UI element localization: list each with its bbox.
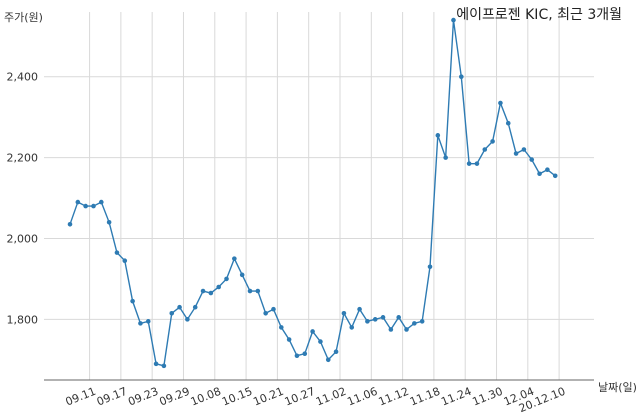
price-point <box>451 17 456 23</box>
price-point <box>498 100 503 106</box>
price-point <box>232 256 237 261</box>
price-point <box>365 319 370 324</box>
x-tick-label: 11.18 <box>408 385 442 409</box>
grid-layer <box>44 12 594 380</box>
price-point <box>114 250 120 255</box>
price-point <box>552 173 558 179</box>
price-point <box>153 361 159 367</box>
x-tick-label: 11.06 <box>345 385 379 409</box>
price-point <box>279 325 284 330</box>
y-tick-label: 2,400 <box>7 71 39 84</box>
price-point <box>302 351 308 357</box>
x-tick-label: 09.29 <box>158 385 192 409</box>
series-layer <box>67 17 558 369</box>
price-point <box>224 276 229 282</box>
y-tick-label: 2,200 <box>7 152 39 165</box>
price-point <box>380 315 386 320</box>
x-axis-title: 날짜(일) <box>598 380 637 394</box>
price-point <box>443 155 448 160</box>
x-tick-label: 10.27 <box>283 385 317 409</box>
price-point <box>412 321 417 326</box>
price-point <box>263 310 268 316</box>
price-point <box>271 306 276 312</box>
x-tick-label: 11.30 <box>471 385 505 409</box>
price-point <box>545 167 550 173</box>
price-point <box>255 288 261 294</box>
price-point <box>216 284 221 290</box>
price-point <box>310 329 315 334</box>
price-point <box>474 161 480 166</box>
price-point <box>67 222 73 227</box>
x-tick-label: 09.23 <box>126 385 160 409</box>
price-point <box>513 151 519 156</box>
y-tick-label: 2,000 <box>7 232 39 245</box>
label-layer: 에이프로젠 KIC, 최근 3개월 주가(원) 날짜(일) 1,800 2,000… <box>4 7 637 415</box>
price-point <box>435 133 441 138</box>
price-point <box>169 310 175 316</box>
price-point <box>537 171 542 177</box>
price-point <box>521 147 527 152</box>
price-point <box>161 363 167 369</box>
price-point <box>145 319 151 324</box>
price-point <box>192 304 198 310</box>
y-tick-label: 1,800 <box>7 313 39 326</box>
x-tick-label: 11.12 <box>377 385 411 409</box>
price-point <box>294 353 300 359</box>
price-point <box>466 161 472 166</box>
x-tick-label: 10.21 <box>251 385 285 409</box>
chart-title: 에이프로젠 KIC, 최근 3개월 <box>456 7 622 23</box>
price-point <box>490 139 495 144</box>
price-point <box>482 147 488 152</box>
price-point <box>419 319 425 324</box>
price-point <box>318 339 323 344</box>
price-point <box>341 310 347 316</box>
price-point <box>286 337 292 342</box>
price-point <box>372 317 378 322</box>
price-point <box>247 288 253 294</box>
y-axis-title: 주가(원) <box>4 11 43 24</box>
price-point <box>208 290 214 296</box>
price-point <box>200 288 206 294</box>
x-tick-label: 09.17 <box>95 385 129 409</box>
price-point <box>83 203 88 209</box>
price-point <box>529 157 535 162</box>
price-point <box>177 304 182 310</box>
price-point <box>505 120 511 126</box>
x-tick-label: 11.24 <box>439 385 473 409</box>
price-point <box>325 357 331 363</box>
price-point <box>404 327 409 332</box>
price-point <box>396 315 401 320</box>
price-point <box>349 325 355 330</box>
price-point <box>106 219 112 225</box>
price-point <box>239 272 245 278</box>
price-point <box>357 306 362 312</box>
price-point <box>388 327 394 332</box>
x-tick-label: 10.08 <box>189 385 223 409</box>
price-point <box>75 199 81 205</box>
price-point <box>130 298 135 304</box>
price-point <box>91 203 96 209</box>
price-point <box>333 349 339 354</box>
x-tick-label: 11.02 <box>314 385 348 409</box>
price-point <box>459 74 464 79</box>
price-point <box>185 317 190 322</box>
x-tick-label: 09.11 <box>64 385 98 409</box>
x-tick-label: 10.15 <box>220 385 254 409</box>
price-point <box>99 199 104 205</box>
price-point <box>138 321 143 326</box>
price-point <box>122 258 128 264</box>
price-line <box>69 19 556 367</box>
price-point <box>427 264 433 270</box>
